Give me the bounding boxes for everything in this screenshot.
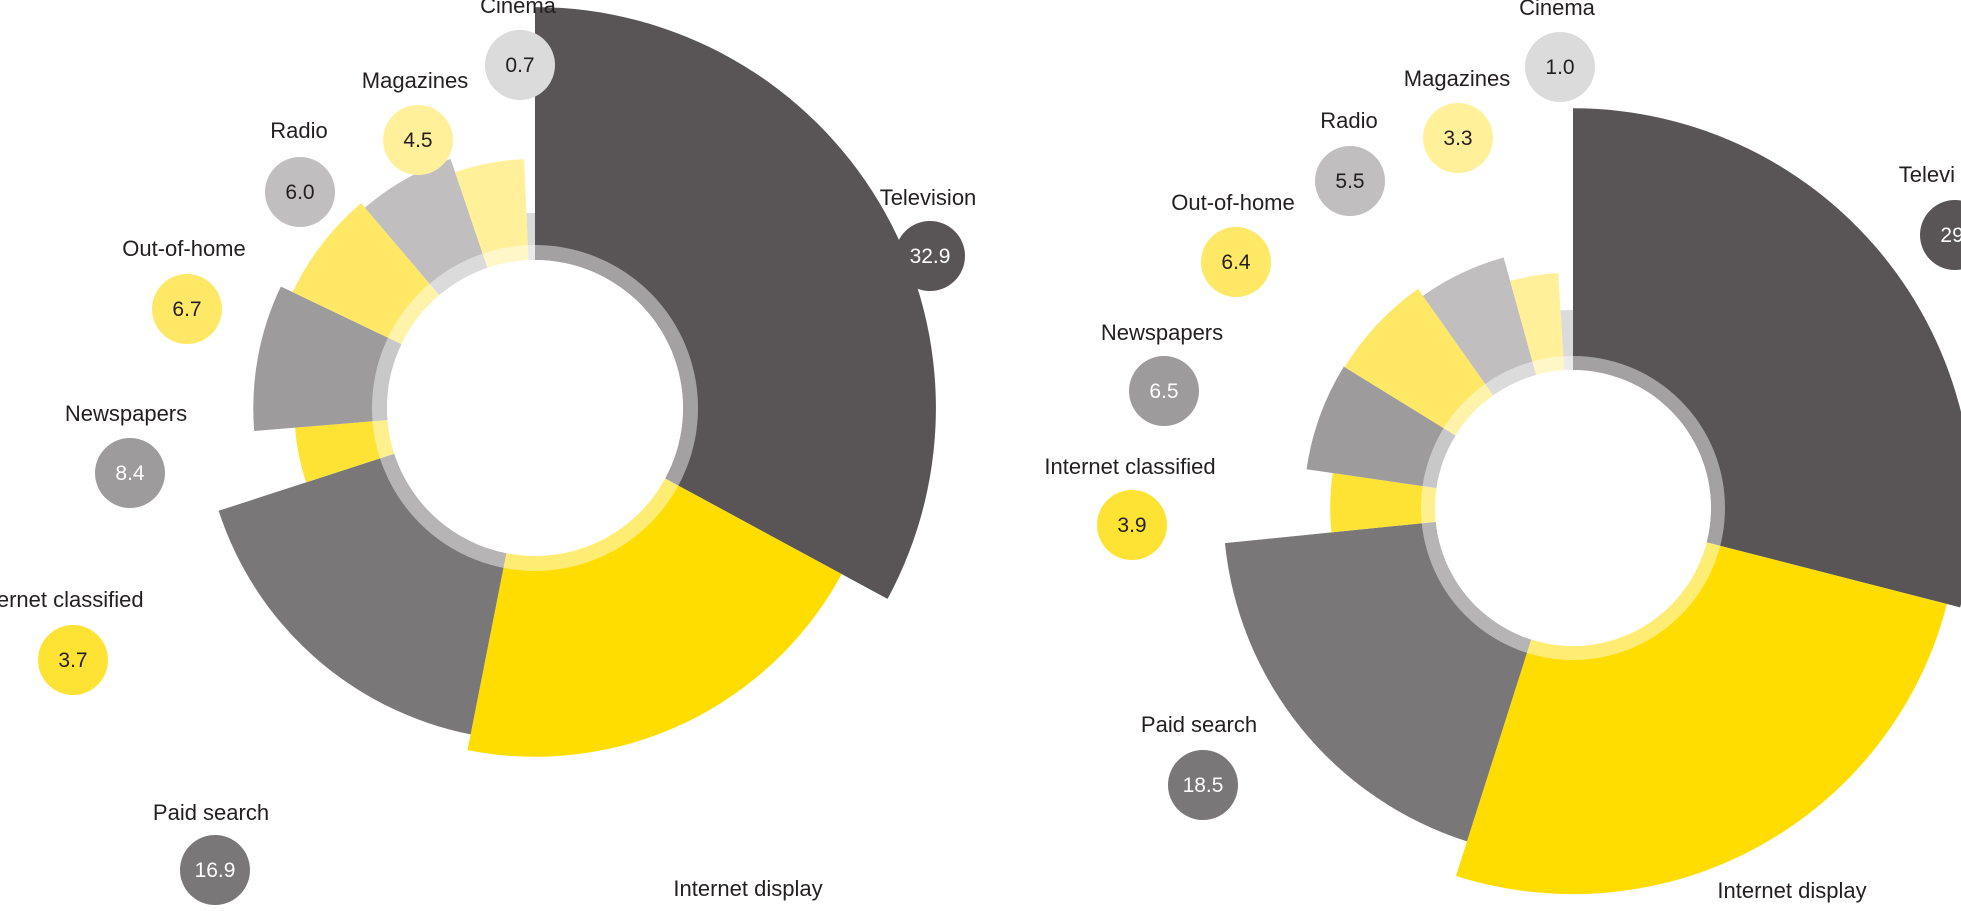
value-bubble-out-of-home: [152, 274, 222, 344]
value-label-television: 29.: [1940, 224, 1961, 247]
slice-radio: [1422, 257, 1537, 396]
category-label-magazines: Magazines: [1404, 66, 1510, 91]
value-label-internet-classified: 3.7: [58, 649, 87, 672]
category-label-newspapers: Newspapers: [65, 401, 187, 426]
value-label-magazines: 4.5: [403, 129, 432, 152]
value-label-out-of-home: 6.4: [1221, 251, 1251, 274]
value-bubble-radio: [265, 157, 335, 227]
slice-newspapers: [1306, 366, 1456, 489]
value-bubble-newspapers: [95, 438, 165, 508]
value-bubble-newspapers: [1129, 356, 1199, 426]
category-label-paid-search: Paid search: [153, 800, 269, 825]
category-label-paid-search: Paid search: [1141, 712, 1257, 737]
category-label-magazines: Magazines: [362, 68, 468, 93]
value-bubble-television: [1920, 200, 1961, 270]
value-bubble-cinema: [485, 30, 555, 100]
donut-chart-left: Television 32.9 Internet display Paid searc…: [0, 0, 976, 905]
category-label-newspapers: Newspapers: [1101, 320, 1223, 345]
category-label-internet-display: Internet display: [1717, 878, 1866, 903]
slice-paid-search: [218, 453, 507, 735]
category-label-television: Television: [880, 185, 977, 210]
value-label-newspapers: 8.4: [115, 462, 145, 485]
value-bubble-out-of-home: [1201, 227, 1271, 297]
category-label-internet-classified: Internet classified: [1044, 454, 1215, 479]
category-label-television: Televi: [1899, 162, 1955, 187]
slice-radio: [364, 159, 488, 296]
value-bubble-internet-classified: [1097, 490, 1167, 560]
value-label-internet-classified: 3.9: [1117, 514, 1146, 537]
inner-ring: [372, 245, 698, 571]
inner-ring: [1421, 356, 1725, 660]
value-bubble-paid-search: [180, 835, 250, 905]
category-label-internet-classified: Internet classified: [0, 587, 144, 612]
donut-chart-right: Televi 29. Internet display Paid search 18.5…: [1044, 0, 1961, 903]
value-label-out-of-home: 6.7: [172, 298, 201, 321]
slice-cinema: [1560, 310, 1573, 371]
donut-hole: [387, 260, 683, 556]
value-bubble-television: [895, 221, 965, 291]
category-label-radio: Radio: [1320, 108, 1377, 133]
value-label-radio: 5.5: [1335, 170, 1364, 193]
slice-newspapers: [253, 286, 402, 431]
slice-internet-classified: [1330, 473, 1437, 533]
value-label-television: 32.9: [910, 245, 951, 268]
value-bubble-internet-classified: [38, 625, 108, 695]
value-label-paid-search: 16.9: [195, 859, 236, 882]
slice-internet-classified: [295, 420, 395, 483]
slice-television: [535, 7, 936, 599]
category-label-cinema: Cinema: [480, 0, 557, 18]
category-label-internet-display: Internet display: [673, 876, 822, 901]
value-label-cinema: 0.7: [505, 54, 534, 77]
slice-television: [1573, 108, 1961, 608]
slice-magazines: [1510, 272, 1565, 376]
category-label-out-of-home: Out-of-home: [1171, 190, 1295, 215]
slice-internet-display: [467, 478, 842, 757]
slice-internet-display: [1455, 542, 1947, 895]
value-label-cinema: 1.0: [1545, 56, 1574, 79]
category-label-radio: Radio: [270, 118, 327, 143]
value-label-paid-search: 18.5: [1183, 774, 1224, 797]
category-label-out-of-home: Out-of-home: [122, 236, 246, 261]
slice-paid-search: [1224, 521, 1532, 842]
slice-out-of-home: [1344, 288, 1494, 436]
value-bubble-magazines: [1423, 103, 1493, 173]
slice-magazines: [455, 159, 529, 268]
value-bubble-cinema: [1525, 32, 1595, 102]
value-label-newspapers: 6.5: [1149, 380, 1178, 403]
value-bubble-radio: [1315, 146, 1385, 216]
value-bubble-paid-search: [1168, 750, 1238, 820]
category-label-cinema: Cinema: [1519, 0, 1596, 20]
value-label-radio: 6.0: [285, 181, 314, 204]
slice-out-of-home: [292, 203, 440, 345]
value-bubble-magazines: [383, 105, 453, 175]
value-label-magazines: 3.3: [1443, 127, 1472, 150]
slice-cinema: [526, 212, 535, 261]
donut-hole: [1435, 370, 1711, 646]
